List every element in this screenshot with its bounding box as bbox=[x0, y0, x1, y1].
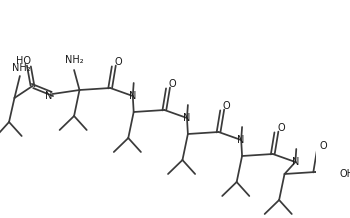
Text: N: N bbox=[292, 157, 299, 167]
Text: O: O bbox=[277, 123, 285, 133]
Text: N: N bbox=[129, 91, 136, 101]
Text: HO: HO bbox=[16, 56, 31, 66]
Text: N: N bbox=[183, 113, 191, 123]
Text: O: O bbox=[169, 79, 176, 89]
Text: O: O bbox=[223, 101, 231, 111]
Text: OH: OH bbox=[340, 169, 350, 179]
Text: N: N bbox=[45, 91, 52, 101]
Text: NH₂: NH₂ bbox=[12, 63, 31, 73]
Text: O: O bbox=[320, 141, 327, 151]
Text: N: N bbox=[238, 135, 245, 145]
Text: NH₂: NH₂ bbox=[65, 55, 83, 65]
Text: O: O bbox=[114, 57, 122, 67]
